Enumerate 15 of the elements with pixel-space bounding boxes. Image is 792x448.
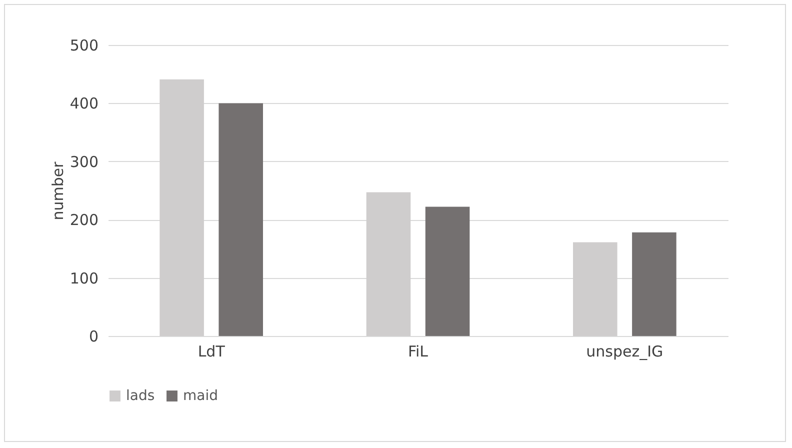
y-tick-label: 0 bbox=[88, 328, 98, 346]
x-tick-label: unspez_IG bbox=[586, 342, 664, 360]
legend-label: lads bbox=[126, 388, 155, 404]
y-tick-label: 100 bbox=[70, 269, 98, 288]
y-tick-label: 300 bbox=[70, 152, 98, 171]
y-tick-label: 200 bbox=[70, 211, 98, 230]
x-tick-label: FiL bbox=[408, 342, 429, 360]
legend-label: maid bbox=[183, 388, 218, 404]
y-axis-title: number bbox=[48, 160, 67, 220]
bar bbox=[425, 206, 470, 336]
y-tick-label: 400 bbox=[70, 94, 98, 113]
y-tick-label: 500 bbox=[70, 36, 98, 54]
bar bbox=[632, 232, 676, 336]
bar bbox=[218, 103, 263, 336]
x-tick-label: LdT bbox=[198, 342, 226, 360]
